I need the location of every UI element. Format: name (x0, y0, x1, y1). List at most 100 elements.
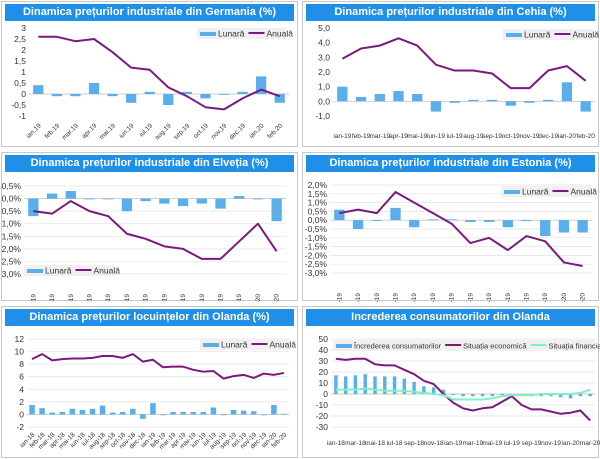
chart-cehia: 5,0 4,0 3,0 2,0 1,0 0,0 -1,0 ian-19 feb-19 mar-19… (315, 23, 599, 140)
chart-panel-estonia: Dinamica prețurilor industriale din Esto… (302, 152, 599, 302)
bar (431, 387, 436, 394)
x-tick-label: mai.19 (98, 122, 117, 141)
bar (240, 410, 247, 415)
legend-label: Anuală (572, 30, 599, 40)
x-tick-label: ian-19 (30, 294, 37, 302)
x-tick-label: dec-19 (538, 133, 558, 140)
legend-label: Lunară (221, 340, 248, 350)
x-tick-label: oct-19 (199, 294, 206, 302)
x-tick-label: ian-18 (327, 440, 345, 447)
chart-panel-germania: Dinamica prețurilor industriale din Germ… (1, 1, 298, 147)
y-tick-label: 2,5 (14, 34, 26, 44)
chart-olanda-locuinte: 121086420-2ian-18feb-18mar-18apr-18mai-1… (15, 334, 297, 451)
bar (409, 220, 420, 228)
y-tick-label: -3,0% (2, 269, 21, 279)
x-tick-label: ian.20 (248, 122, 266, 140)
x-tick-label: mar-19 (462, 440, 483, 447)
y-tick-label: 12 (15, 334, 25, 344)
y-tick-label: 50 (319, 334, 329, 344)
x-tick-label: oct.19 (192, 122, 210, 140)
legend-swatch (552, 190, 569, 192)
x-tick-label: iul-19 (143, 294, 150, 302)
x-tick-label: dec-19 (542, 293, 549, 302)
bar (480, 394, 485, 397)
bar (561, 82, 573, 102)
bar (539, 394, 543, 397)
bar (144, 91, 155, 94)
legend-box (24, 265, 114, 276)
y-tick-label: -3,0% (305, 268, 328, 278)
y-tick-label: 2,0% (308, 180, 328, 190)
bar (505, 101, 516, 106)
bar (461, 394, 465, 397)
bar (374, 94, 385, 102)
bar (334, 375, 338, 394)
x-tick-label: ian-19 (336, 293, 343, 302)
legend-label: Lunară (524, 30, 551, 40)
bar (441, 389, 446, 394)
bar (230, 410, 237, 415)
x-tick-label: iun-19 (124, 294, 131, 302)
y-tick-label: 8 (19, 359, 24, 369)
bar (471, 394, 475, 397)
bar (465, 220, 476, 222)
legend-label: Situația economică (463, 342, 527, 351)
bar (210, 407, 217, 415)
bar (215, 198, 226, 209)
bar (355, 96, 367, 102)
x-tick-label: feb-19 (352, 133, 371, 140)
x-tick-label: nov-19 (524, 293, 531, 302)
series-line (38, 35, 281, 111)
bar (392, 376, 397, 394)
bar (337, 86, 348, 102)
y-tick-label: 1,5 (14, 56, 26, 66)
x-tick-label: ian-20 (562, 440, 580, 447)
x-tick-label: iul-19 (447, 133, 463, 140)
bar (577, 220, 588, 233)
x-tick-label: apr.19 (81, 122, 99, 140)
chart-title: Dinamica prețurilor industriale din Elve… (5, 155, 294, 172)
bar (51, 94, 62, 97)
bar (159, 198, 170, 204)
series-line (335, 357, 591, 422)
x-tick-label: iun-19 (427, 133, 445, 140)
legend-label: Anuală (266, 29, 293, 39)
legend-swatch (27, 269, 43, 273)
y-tick-label: 0,0% (2, 194, 21, 204)
x-tick-label: sep-19 (522, 440, 542, 447)
legend-swatch (445, 344, 462, 346)
bar (412, 381, 416, 394)
chart-panel-cehia: Dinamica prețurilor industriale din Cehi… (302, 1, 599, 147)
bar (220, 414, 227, 416)
legend-swatch (200, 32, 216, 36)
x-tick-label: dec-19 (236, 294, 243, 302)
x-tick-label: mai-18 (365, 440, 385, 447)
x-tick-label: oct-19 (505, 293, 512, 302)
x-tick-label: feb.20 (266, 122, 284, 140)
x-tick-label: oct-19 (502, 133, 520, 140)
bar (65, 191, 76, 199)
y-tick-label: 3,0 (318, 52, 330, 62)
x-tick-label: ian-20 (561, 293, 568, 302)
x-tick-label: sep-19 (482, 133, 502, 140)
series-line (341, 37, 587, 90)
x-tick-label: mar-19 (68, 294, 75, 302)
y-tick-label: 0 (21, 89, 26, 99)
bar (103, 198, 114, 200)
bar (486, 99, 498, 102)
y-tick-label: 40 (319, 345, 329, 355)
x-tick-label: iul.19 (138, 122, 154, 138)
x-tick-label: feb-19 (355, 293, 362, 302)
bar (271, 405, 277, 415)
bar (449, 101, 460, 103)
bar (256, 76, 267, 94)
bar (543, 99, 554, 102)
bar (119, 411, 126, 415)
x-tick-label: nov-18 (424, 440, 444, 447)
bar (140, 198, 151, 202)
x-tick-label: sep-18 (404, 440, 424, 447)
bar (412, 94, 423, 102)
bar (49, 412, 55, 415)
x-tick-label: mai-19 (482, 440, 502, 447)
